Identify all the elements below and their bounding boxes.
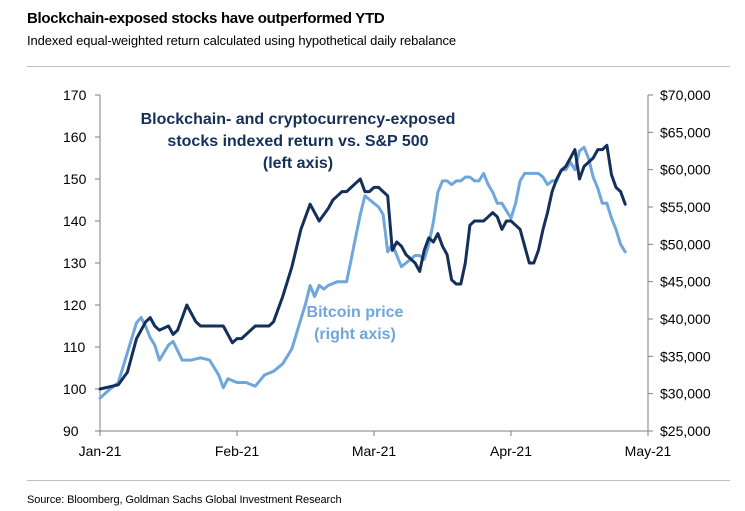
- bitcoin-annotation-line-1: Bitcoin price: [307, 304, 404, 321]
- left-tick-label: 90: [63, 423, 79, 439]
- top-divider: [27, 66, 730, 67]
- blockchain-annotation-line-2: stocks indexed return vs. S&P 500: [167, 133, 428, 150]
- x-tick-label: Jan-21: [79, 443, 122, 459]
- right-tick-label: $55,000: [660, 199, 711, 215]
- axes-layer: 90 100 110 120 130 140 150 160 170 $25,000 $30,000…: [63, 87, 711, 459]
- right-tick-label: $50,000: [660, 236, 711, 252]
- right-tick-label: $30,000: [660, 386, 711, 402]
- chart-title: Blockchain-exposed stocks have outperfor…: [27, 10, 385, 27]
- right-tick-label: $70,000: [660, 87, 711, 103]
- chart-subtitle: Indexed equal-weighted return calculated…: [27, 33, 457, 48]
- x-tick-label: Feb-21: [215, 443, 260, 459]
- bottom-divider: [27, 480, 730, 481]
- left-tick-label: 140: [63, 213, 87, 229]
- left-tick-label: 150: [63, 171, 87, 187]
- right-tick-label: $40,000: [660, 311, 711, 327]
- x-tick-label: May-21: [625, 443, 672, 459]
- right-tick-label: $35,000: [660, 348, 711, 364]
- blockchain-annotation-line-3: (left axis): [263, 155, 333, 172]
- right-tick-label: $65,000: [660, 124, 711, 140]
- blockchain-annotation-line-1: Blockchain- and cryptocurrency-exposed: [141, 111, 456, 128]
- right-tick-label: $45,000: [660, 274, 711, 290]
- blockchain-series-line: [98, 143, 627, 391]
- bitcoin-series-line: [98, 145, 627, 400]
- annotation-layer: Blockchain- and cryptocurrency-exposed s…: [141, 111, 456, 343]
- series-layer: [98, 143, 627, 400]
- right-tick-label: $60,000: [660, 162, 711, 178]
- left-tick-label: 100: [63, 381, 87, 397]
- left-tick-label: 160: [63, 129, 87, 145]
- x-tick-label: Apr-21: [490, 443, 532, 459]
- x-tick-label: Mar-21: [352, 443, 397, 459]
- left-tick-label: 170: [63, 87, 87, 103]
- left-tick-label: 130: [63, 255, 87, 271]
- right-tick-label: $25,000: [660, 423, 711, 439]
- bitcoin-annotation-line-2: (right axis): [314, 326, 396, 343]
- left-tick-label: 120: [63, 297, 87, 313]
- left-tick-label: 110: [63, 339, 86, 355]
- source-note: Source: Bloomberg, Goldman Sachs Global …: [27, 494, 342, 506]
